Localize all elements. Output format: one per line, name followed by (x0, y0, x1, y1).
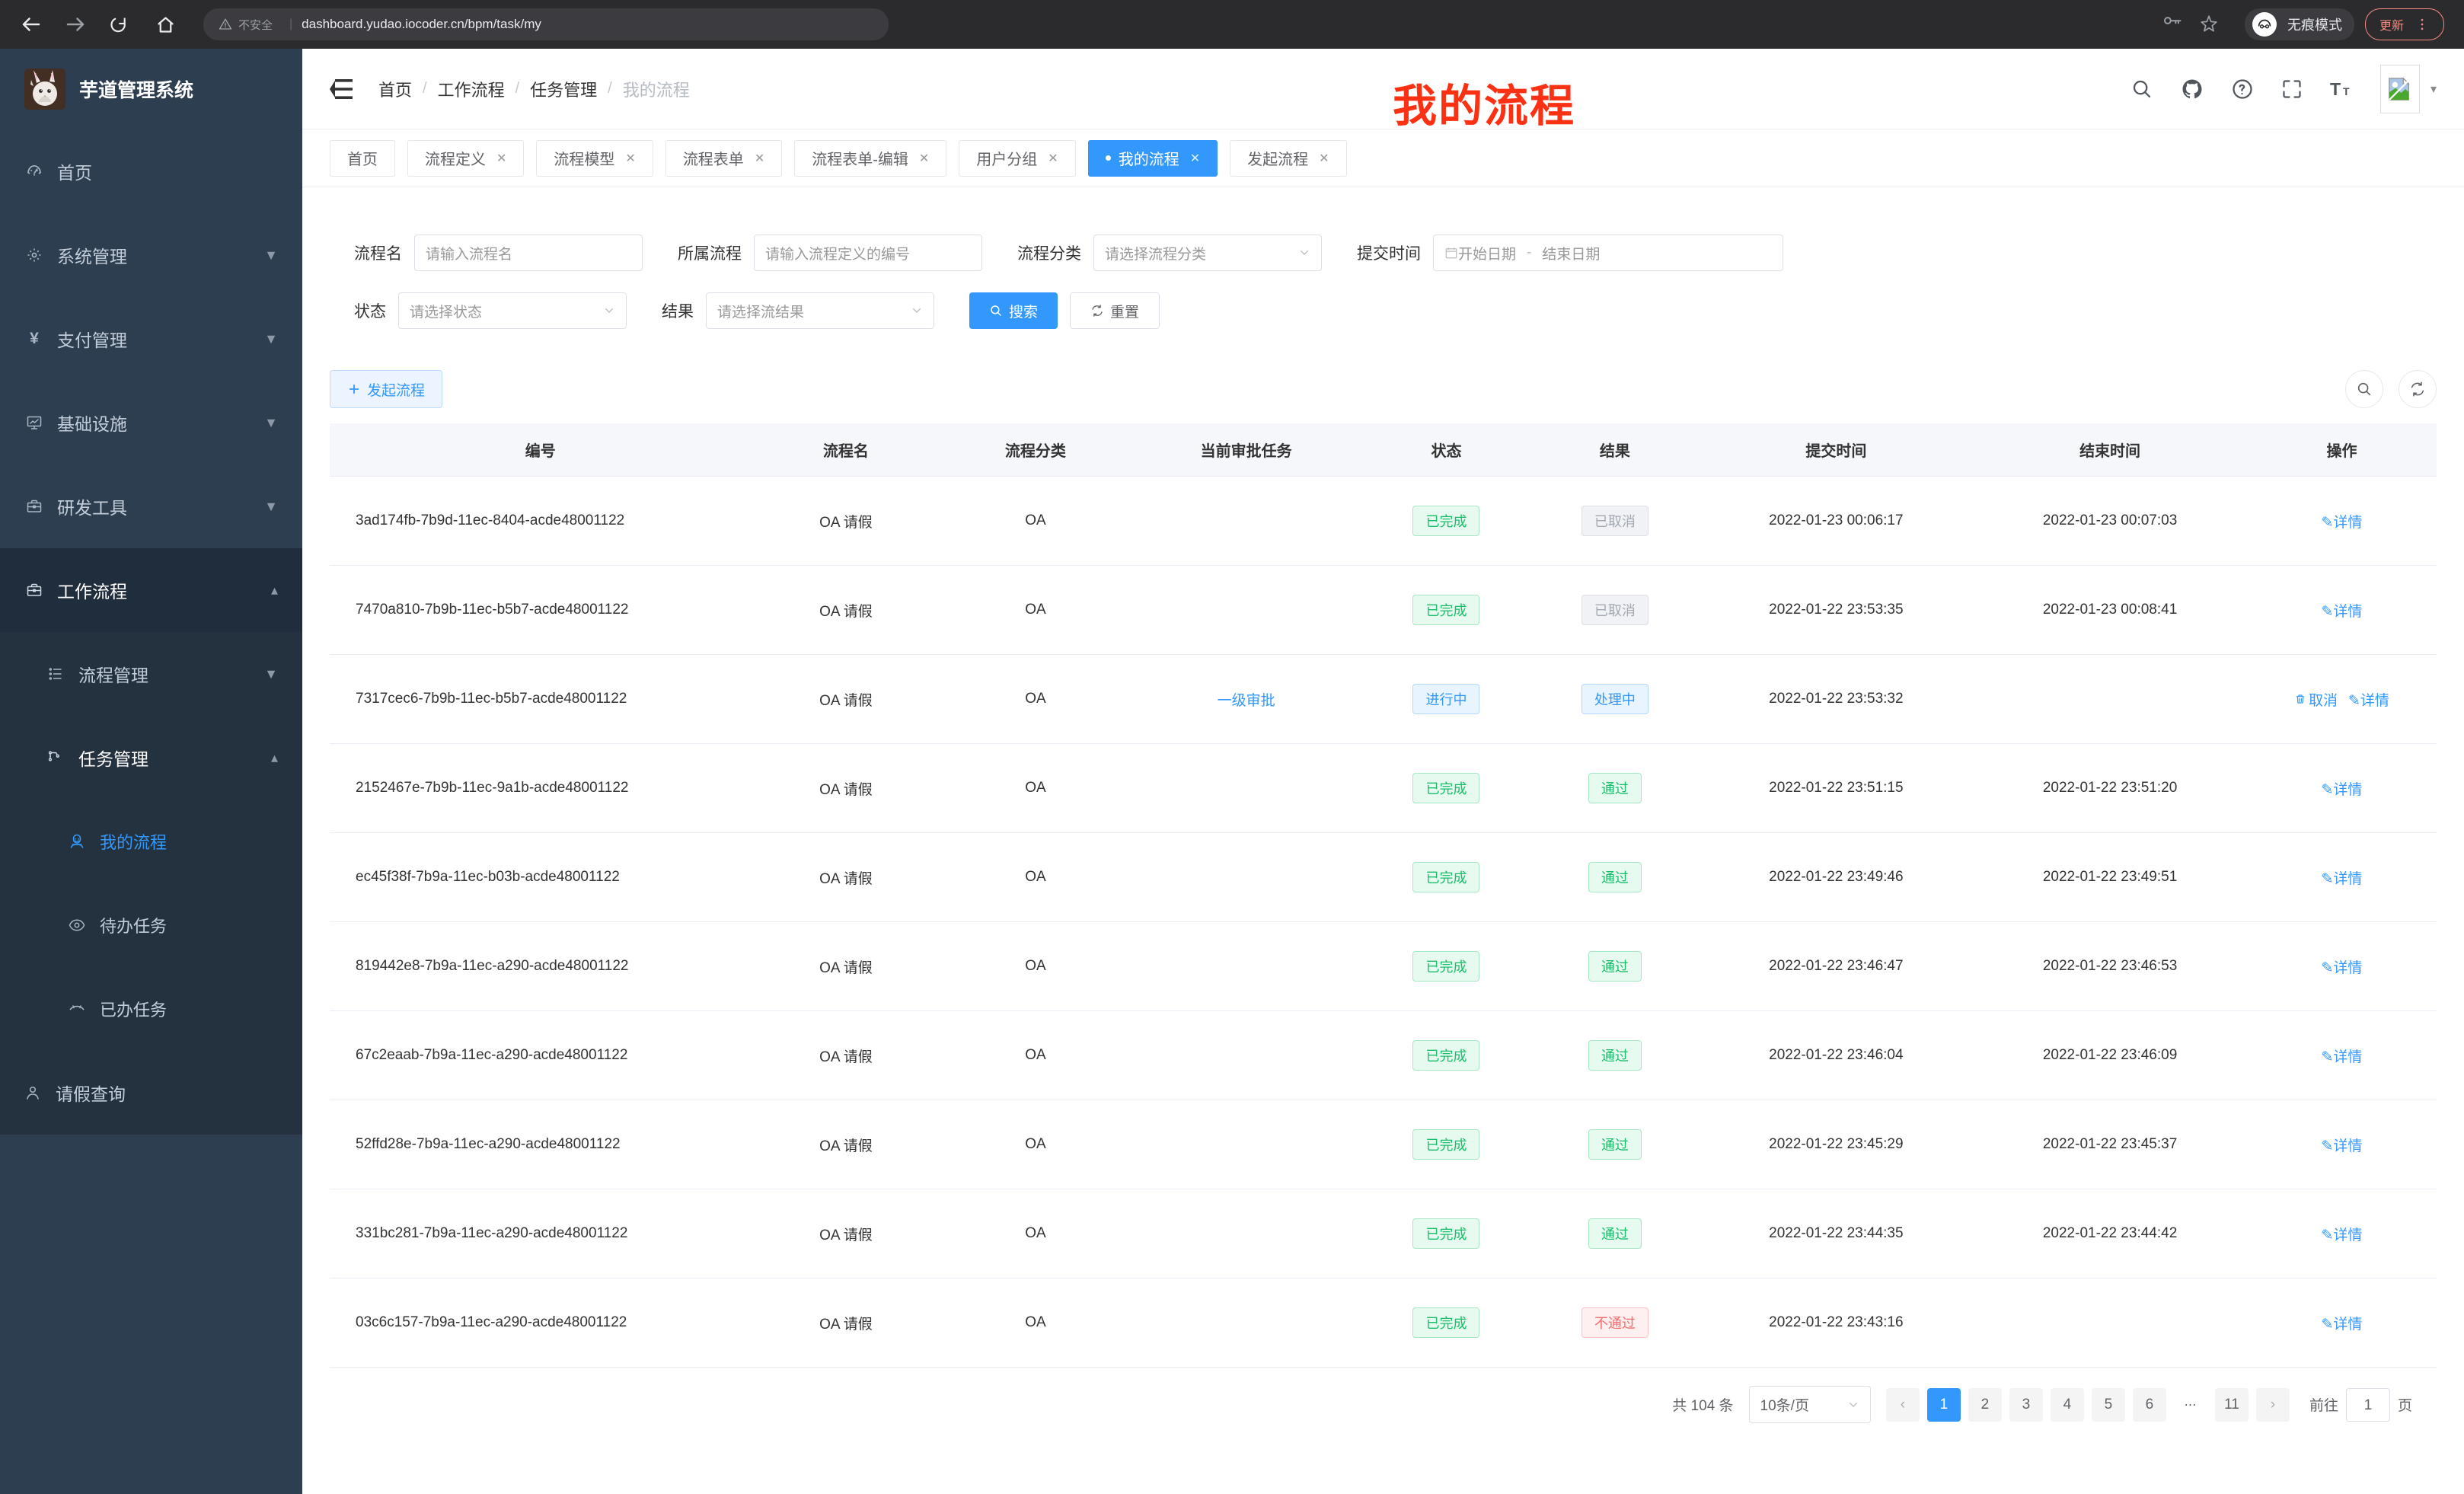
svg-text:T: T (2330, 79, 2341, 99)
svg-text:T: T (2343, 85, 2350, 97)
